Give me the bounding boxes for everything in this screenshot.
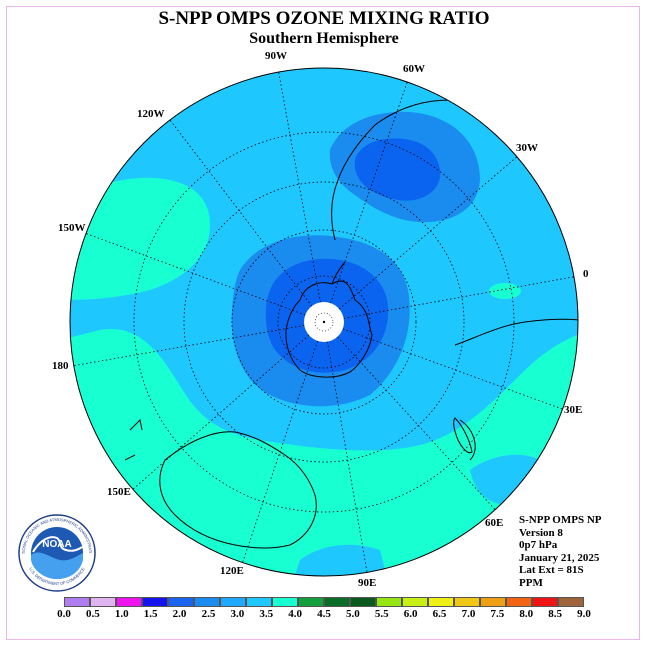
contour-2-0-north — [354, 138, 441, 201]
info-block: S-NPP OMPS NP Version 8 0p7 hPa January … — [519, 514, 602, 589]
colorbar-tick-label: 8.5 — [548, 608, 562, 620]
contour-3-0-bottom — [290, 544, 390, 576]
colorbar-tick-label: 2.0 — [172, 608, 187, 620]
colorbar-tick-label: 7.5 — [490, 608, 505, 620]
colorbar-tick-label: 1.5 — [143, 608, 158, 620]
lon-label-30w: 30W — [516, 142, 538, 154]
australia-coast — [159, 431, 317, 549]
colorbar-segment — [220, 597, 246, 607]
lon-label-60e: 60E — [485, 517, 504, 529]
meridians — [71, 68, 578, 576]
pole-latitude-circle — [314, 312, 334, 332]
chart-title: S-NPP OMPS OZONE MIXING RATIO — [158, 8, 490, 29]
colorbar — [64, 597, 584, 607]
colorbar-tick-label: 3.5 — [259, 608, 274, 620]
colorbar-tick-label: 6.5 — [432, 608, 447, 620]
colorbar-segment — [272, 597, 298, 607]
meridian-180 — [71, 321, 325, 367]
colorbar-segment — [168, 597, 194, 607]
lon-label-180: 180 — [52, 360, 69, 372]
colorbar-segment — [558, 597, 584, 607]
lon-label-60w: 60W — [403, 63, 425, 75]
colorbar-segment — [116, 597, 142, 607]
info-lat-ext: Lat Ext = 81S — [519, 564, 584, 576]
colorbar-tick-label: 9.0 — [577, 608, 591, 620]
lon-label-150w: 150W — [58, 222, 86, 234]
meridian-30w — [323, 154, 520, 323]
info-units: PPM — [519, 576, 543, 589]
latitude-circle-50s — [133, 131, 515, 513]
antarctic-peninsula — [331, 261, 346, 285]
madagascar — [453, 417, 473, 454]
latitude-circle-60s — [183, 181, 465, 463]
south-pole-point — [322, 320, 326, 324]
colorbar-tick-label: 1.0 — [114, 608, 129, 620]
colorbar-tick-label: 0.5 — [86, 608, 100, 620]
colorbar-segment — [506, 597, 532, 607]
colorbar-ticks: 0.0 0.5 1.0 1.5 2.0 2.5 3.0 3.5 4.0 4.5 5.0 5.5 6.0 6… — [57, 608, 591, 622]
lon-label-0: 0 — [583, 268, 589, 280]
meridian-150w — [81, 231, 325, 323]
latitude-circle-70s — [231, 229, 417, 415]
new-zealand — [124, 418, 143, 461]
colorbar-tick-label: 4.5 — [317, 608, 331, 620]
graticule — [71, 68, 578, 576]
meridian-150e — [131, 321, 325, 491]
colorbar-tick-label: 0.0 — [57, 608, 71, 620]
colorbar-tick-label: 4.0 — [288, 608, 302, 620]
colorbar-segment — [454, 597, 480, 607]
colorbar-segment — [246, 597, 272, 607]
colorbar-segment — [428, 597, 454, 607]
contour-3-5-west — [70, 177, 210, 300]
lon-label-90w: 90W — [265, 50, 287, 62]
info-product: S-NPP OMPS NP — [519, 514, 602, 526]
colorbar-segment — [194, 597, 220, 607]
colorbar-segment — [90, 597, 116, 607]
colorbar-tick-label: 5.0 — [346, 608, 360, 620]
chart-subtitle: Southern Hemisphere — [249, 30, 399, 47]
colorbar-tick-label: 3.0 — [230, 608, 245, 620]
coastlines — [124, 99, 578, 549]
colorbar-segment — [532, 597, 558, 607]
logo-text: NOAA — [42, 539, 71, 550]
colorbar-segment — [376, 597, 402, 607]
meridian-60w — [323, 79, 409, 323]
lon-label-30e: 30E — [564, 404, 583, 416]
colorbar-tick-label: 2.5 — [201, 608, 216, 620]
contour-3-5-south — [70, 329, 578, 576]
info-level: 0p7 hPa — [519, 539, 558, 551]
info-date: January 21, 2025 — [519, 551, 600, 564]
meridian-0 — [323, 275, 578, 323]
colorbar-segment — [298, 597, 324, 607]
colorbar-tick-label: 5.5 — [374, 608, 389, 620]
colorbar-tick-label: 7.0 — [461, 608, 476, 620]
colorbar-tick-label: 8.0 — [519, 608, 534, 620]
lon-label-120e: 120E — [220, 565, 244, 577]
figure-frame — [6, 6, 640, 640]
colorbar-segment — [402, 597, 428, 607]
contour-3-5-small — [489, 283, 521, 299]
lon-label-150e: 150E — [107, 486, 131, 498]
colorbar-tick-label: 6.0 — [403, 608, 418, 620]
lon-label-120w: 120W — [137, 108, 165, 120]
colorbar-segment — [350, 597, 376, 607]
meridian-30e — [323, 321, 566, 411]
meridian-90e — [323, 321, 369, 576]
lon-label-90e: 90E — [358, 577, 377, 589]
colorbar-segment — [324, 597, 350, 607]
colorbar-segment — [142, 597, 168, 607]
info-version: Version 8 — [519, 526, 563, 539]
africa-coast — [454, 318, 578, 461]
colorbar-segment — [480, 597, 506, 607]
latitude-circle-80s — [277, 275, 371, 369]
antarctica-coast — [285, 280, 373, 378]
map-border — [69, 67, 579, 577]
colorbar-segment — [64, 597, 90, 607]
